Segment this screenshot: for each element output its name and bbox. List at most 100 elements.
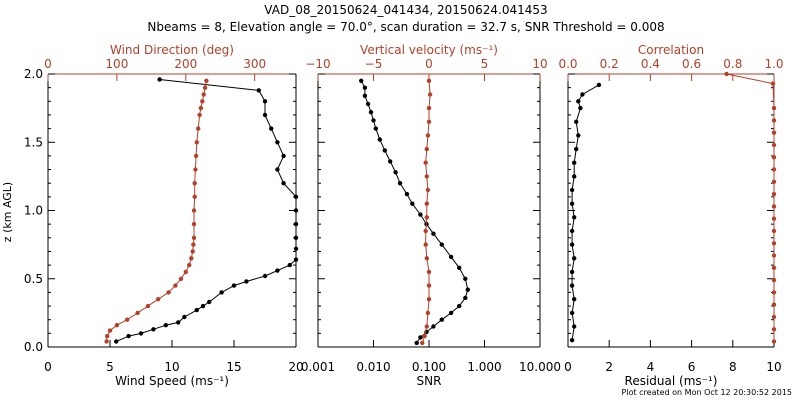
data-point [771, 327, 777, 332]
data-point [426, 269, 432, 275]
data-point [192, 194, 197, 199]
data-point [193, 153, 199, 159]
data-point [362, 85, 368, 90]
data-point [424, 201, 429, 206]
x-top-tick-label: −5 [365, 57, 383, 71]
data-point [187, 262, 192, 268]
data-point [114, 323, 120, 328]
data-point [578, 105, 583, 111]
x-top-tick-label: −10 [305, 57, 330, 71]
data-point [193, 167, 198, 172]
x-bottom-tick-label: 0 [564, 360, 572, 374]
data-point [425, 133, 431, 138]
data-point [771, 204, 777, 209]
data-point [404, 191, 410, 197]
figure-title: VAD_08_20150624_041434, 20150624.041453 [264, 3, 547, 17]
x-bottom-axis-label: SNR [417, 374, 442, 388]
data-point [182, 314, 187, 320]
x-top-tick-label: 100 [105, 57, 128, 71]
x-top-tick-label: 200 [174, 57, 197, 71]
data-point [771, 339, 777, 344]
data-point [397, 181, 403, 186]
data-point [382, 148, 387, 153]
data-point [126, 333, 131, 339]
x-bottom-tick-label: 15 [226, 360, 241, 374]
data-point [572, 256, 577, 261]
data-point [771, 142, 777, 148]
data-point [771, 253, 777, 258]
data-point [191, 208, 197, 213]
data-point [135, 310, 140, 316]
data-point [104, 339, 109, 344]
data-point [281, 153, 286, 159]
x-top-tick-label: 0.2 [600, 57, 619, 71]
data-point [423, 242, 428, 247]
data-point [426, 283, 432, 288]
x-top-tick-label: 0 [44, 57, 52, 71]
x-bottom-axis-label: Residual (ms⁻¹) [625, 374, 718, 388]
data-point [457, 265, 462, 270]
data-point [191, 221, 197, 227]
x-bottom-tick-label: 1.000 [467, 360, 501, 374]
data-point [377, 137, 382, 142]
data-point [420, 340, 425, 346]
data-point [293, 208, 299, 213]
data-point [427, 92, 433, 97]
data-point [200, 99, 205, 104]
data-point [448, 254, 454, 260]
data-point [724, 71, 729, 77]
data-point [771, 265, 777, 270]
data-point [771, 167, 777, 172]
data-point [439, 242, 444, 247]
x-bottom-axis-label: Wind Speed (ms⁻¹) [115, 374, 229, 388]
x-bottom-tick-label: 10.000 [519, 360, 561, 374]
data-point [107, 328, 113, 333]
data-point [156, 297, 161, 302]
x-top-tick-label: 0 [425, 57, 433, 71]
series-line-black [116, 79, 297, 342]
data-point [393, 170, 398, 175]
data-point [431, 231, 436, 236]
data-point [114, 339, 119, 344]
data-point [418, 212, 423, 217]
x-top-tick-label: 300 [243, 57, 266, 71]
data-point [574, 119, 579, 125]
figure-subtitle: Nbeams = 8, Elevation angle = 70.0°, sca… [147, 20, 664, 34]
data-point [200, 303, 206, 309]
data-point [426, 119, 432, 125]
data-point [275, 140, 280, 145]
data-point [576, 99, 581, 104]
data-point [569, 269, 575, 275]
data-point [244, 279, 249, 284]
x-bottom-tick-label: 0.001 [301, 360, 335, 374]
data-point [424, 215, 429, 220]
data-point [771, 241, 777, 246]
data-point [365, 101, 371, 107]
data-point [293, 235, 299, 240]
data-point [192, 181, 197, 186]
x-bottom-tick-label: 10 [766, 360, 781, 374]
data-point [138, 331, 144, 336]
data-point [771, 179, 777, 184]
data-point [207, 299, 212, 305]
data-point [269, 126, 274, 131]
data-point [125, 317, 130, 322]
data-point [189, 256, 194, 261]
series-line-black [360, 80, 469, 344]
data-point [569, 310, 575, 316]
data-point [190, 249, 195, 254]
data-point [359, 78, 364, 84]
data-point [771, 314, 777, 320]
data-point [771, 228, 777, 234]
data-point [183, 269, 188, 275]
data-point [448, 310, 454, 316]
x-bottom-tick-label: 5 [106, 360, 114, 374]
data-point [576, 133, 581, 138]
data-point [463, 295, 468, 301]
data-point [281, 181, 286, 186]
data-point [423, 160, 428, 165]
data-point [425, 187, 431, 193]
data-point [771, 216, 777, 221]
